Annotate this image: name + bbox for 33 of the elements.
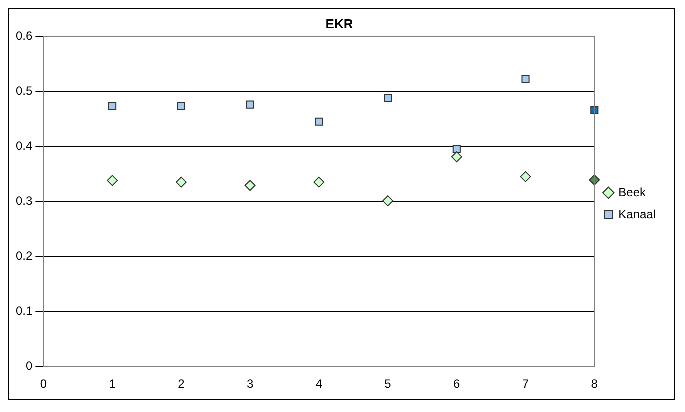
legend-label: Kanaal <box>618 207 656 222</box>
point <box>384 94 392 102</box>
x-tick-label: 3 <box>246 377 254 392</box>
x-tick-label: 8 <box>591 377 598 392</box>
x-tick-label: 1 <box>109 377 116 392</box>
point <box>314 176 325 188</box>
point <box>176 176 187 188</box>
point <box>177 102 186 110</box>
point <box>382 196 394 207</box>
point <box>522 75 530 84</box>
point <box>108 102 117 110</box>
y-tick-label: 0.4 <box>16 138 33 153</box>
x-tick-label: 6 <box>454 377 461 392</box>
point <box>246 100 254 109</box>
x-tick-label: 7 <box>522 377 530 392</box>
point <box>315 118 324 126</box>
y-tick-label: 0.2 <box>16 248 33 263</box>
chart-title: EKR <box>326 16 354 32</box>
x-tick-label: 2 <box>178 377 186 392</box>
point <box>244 180 256 192</box>
legend-label: Beek <box>618 185 647 200</box>
point <box>107 175 118 186</box>
y-tick-label: 0.5 <box>16 84 33 98</box>
x-tick-label: 0 <box>40 377 48 392</box>
point <box>520 171 532 182</box>
x-tick-label: 5 <box>384 377 392 392</box>
y-tick-label: 0 <box>26 358 33 373</box>
y-tick-label: 0.3 <box>16 194 33 208</box>
point <box>451 152 462 163</box>
y-tick-label: 0.1 <box>16 304 33 318</box>
x-tick-label: 4 <box>316 377 323 392</box>
point <box>452 145 461 154</box>
y-tick-label: 0.6 <box>16 28 33 43</box>
